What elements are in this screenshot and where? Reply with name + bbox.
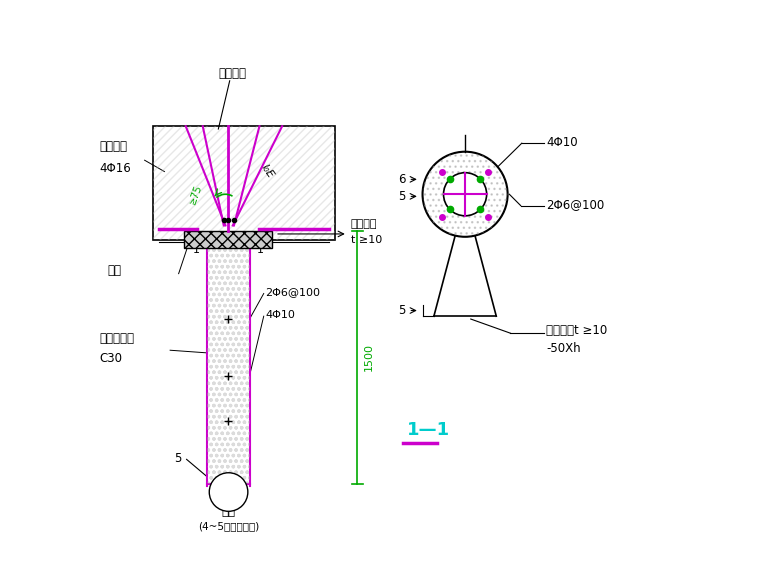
Text: -50Xh: -50Xh [546, 342, 581, 355]
Text: 1: 1 [193, 245, 200, 255]
Text: 5: 5 [398, 190, 406, 203]
Text: 基础承台: 基础承台 [219, 67, 246, 80]
Text: 1: 1 [257, 245, 264, 255]
Text: 端板: 端板 [108, 264, 122, 278]
Text: 连接钢板t ≥10: 连接钢板t ≥10 [546, 324, 607, 337]
Text: 锚固钢筋: 锚固钢筋 [100, 140, 127, 153]
Text: 4Φ16: 4Φ16 [100, 162, 131, 175]
Text: 4Φ10: 4Φ10 [265, 310, 296, 320]
Bar [153, 126, 334, 239]
Text: 5: 5 [398, 304, 406, 317]
Text: t ≥10: t ≥10 [350, 235, 382, 245]
Text: 6: 6 [398, 173, 406, 186]
Bar [185, 231, 272, 248]
Text: 1—1: 1—1 [407, 421, 451, 439]
Text: (4~5厚圆薄钢板): (4~5厚圆薄钢板) [198, 521, 259, 531]
Text: 托板: 托板 [222, 506, 236, 518]
Text: C30: C30 [100, 352, 122, 365]
Text: ≥75: ≥75 [188, 183, 204, 206]
Circle shape [444, 173, 486, 216]
Text: 2Φ6@100: 2Φ6@100 [265, 287, 321, 298]
Text: 连接钢板: 连接钢板 [350, 219, 377, 229]
Bar [207, 237, 249, 483]
Text: l₀E: l₀E [259, 162, 276, 181]
Circle shape [209, 473, 248, 511]
Text: 5: 5 [174, 451, 182, 465]
Text: 填芯混凝土: 填芯混凝土 [100, 332, 135, 345]
Text: 1500: 1500 [364, 343, 374, 371]
Bar [207, 237, 249, 483]
Text: 4Φ10: 4Φ10 [546, 136, 578, 149]
Text: 2Φ6@100: 2Φ6@100 [546, 198, 604, 211]
Circle shape [423, 152, 508, 237]
Bar [153, 126, 334, 239]
